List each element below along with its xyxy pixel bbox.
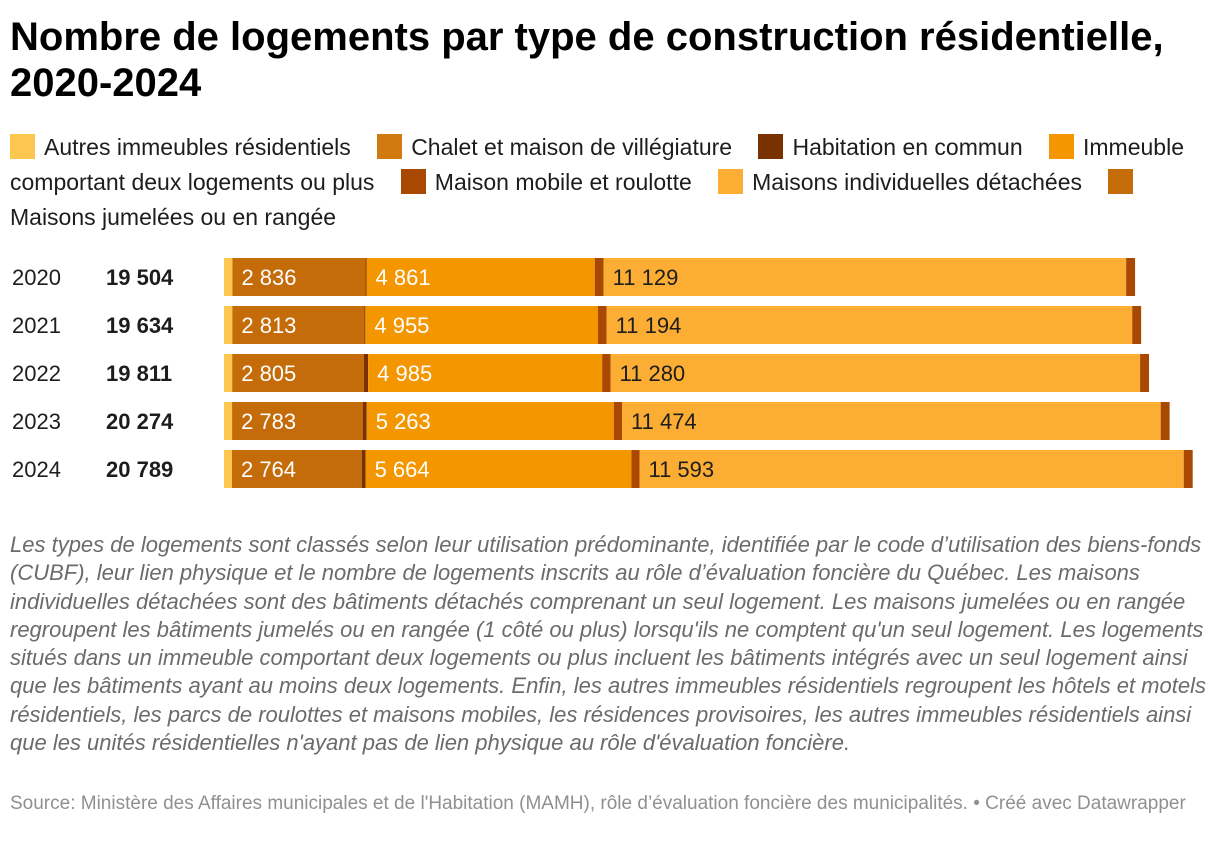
bar-segment [365,450,632,488]
legend-item: Habitation en commun [758,134,1023,160]
bar-segment [224,354,233,392]
year-label: 2024 [12,457,61,482]
bar-segment [602,354,611,392]
legend-item: Autres immeubles résidentiels [10,134,351,160]
chart-title: Nombre de logements par type de construc… [10,15,1164,105]
bar-segment [368,354,603,392]
bar-value-label: 5 263 [376,409,431,434]
legend-swatch [377,134,403,159]
bar-segment [603,258,1127,296]
bar-segment [363,354,369,392]
legend-label: Autres immeubles résidentiels [44,134,351,160]
bar-segment [1160,402,1170,440]
bar-segment [231,450,362,488]
bar-value-label: 4 955 [374,313,429,338]
bar-segment [610,354,1141,392]
stacked-bar-chart: 2020 19 504 2 836 4 861 11 129 2021 19 634 2 81… [12,258,1193,488]
chart-source: Source: Ministère des Affaires municipal… [10,793,1186,814]
total-label: 20 789 [106,457,173,482]
bar-segment [606,306,1133,344]
bar-segment [362,402,367,440]
bar-value-label: 2 836 [241,265,296,290]
legend-swatch [10,134,35,159]
legend-swatch [1049,134,1074,159]
legend-label: Chalet et maison de villégiature [411,134,733,160]
bar-segment [224,402,233,440]
bar-segment [224,258,233,296]
legend-label: Immeuble comportant deux logements ou pl… [10,134,1184,195]
legend-swatch [1108,169,1134,194]
bar-segment [232,258,366,296]
legend-label: Maisons individuelles détachées [752,169,1083,195]
legend-item: Chalet et maison de villégiature [377,134,732,160]
bar-segment [639,450,1184,488]
legend-item: Maisons jumelées ou en rangée [10,169,1142,230]
bar-segment [224,450,232,488]
legend-swatch [758,134,784,159]
bar-segment [613,402,623,440]
legend-label: Habitation en commun [792,134,1023,160]
bar-value-label: 4 861 [376,265,431,290]
bar-segment [1140,354,1150,392]
legend-label: Maison mobile et roulotte [434,169,692,195]
total-label: 19 504 [106,265,174,290]
bar-value-label: 11 474 [631,409,697,434]
year-label: 2021 [12,313,61,338]
legend-item: Maisons individuelles détachées [718,169,1082,195]
year-label: 2020 [12,265,61,290]
bar-value-label: 2 783 [241,409,296,434]
bar-segment [365,258,367,296]
total-label: 19 634 [106,313,174,338]
legend-item: Maison mobile et roulotte [400,169,692,195]
bar-value-label: 4 985 [377,361,432,386]
bar-value-label: 11 593 [648,457,714,482]
bar-segment [224,306,233,344]
chart-legend: Autres immeubles résidentiels Chalet et … [10,130,1210,235]
bar-segment [232,354,364,392]
bar-segment [232,306,365,344]
bar-segment [366,258,595,296]
legend-swatch [718,169,744,194]
bar-value-label: 11 129 [613,265,679,290]
bar-segment [1126,258,1136,296]
bar-segment [594,258,604,296]
legend-label: Maisons jumelées ou en rangée [10,204,337,230]
bar-segment [366,402,614,440]
bar-segment [365,306,598,344]
chart-notes: Les types de logements sont classés selo… [10,532,1206,756]
bar-segment [232,402,363,440]
bar-segment [1183,450,1193,488]
bar-segment [631,450,640,488]
bar-segment [622,402,1161,440]
bar-segment [364,306,366,344]
legend-item: Immeuble comportant deux logements ou pl… [10,134,1184,195]
bar-value-label: 11 280 [620,361,686,386]
total-label: 20 274 [106,409,174,434]
total-label: 19 811 [106,361,172,386]
bar-value-label: 2 813 [241,313,296,338]
year-label: 2022 [12,361,61,386]
bar-segment [1132,306,1142,344]
bar-value-label: 2 805 [241,361,296,386]
bar-segment [361,450,366,488]
bar-value-label: 11 194 [616,313,682,338]
year-label: 2023 [12,409,61,434]
bar-value-label: 5 664 [375,457,430,482]
legend-swatch [400,169,426,194]
bar-value-label: 2 764 [241,457,296,482]
bar-segment [597,306,607,344]
